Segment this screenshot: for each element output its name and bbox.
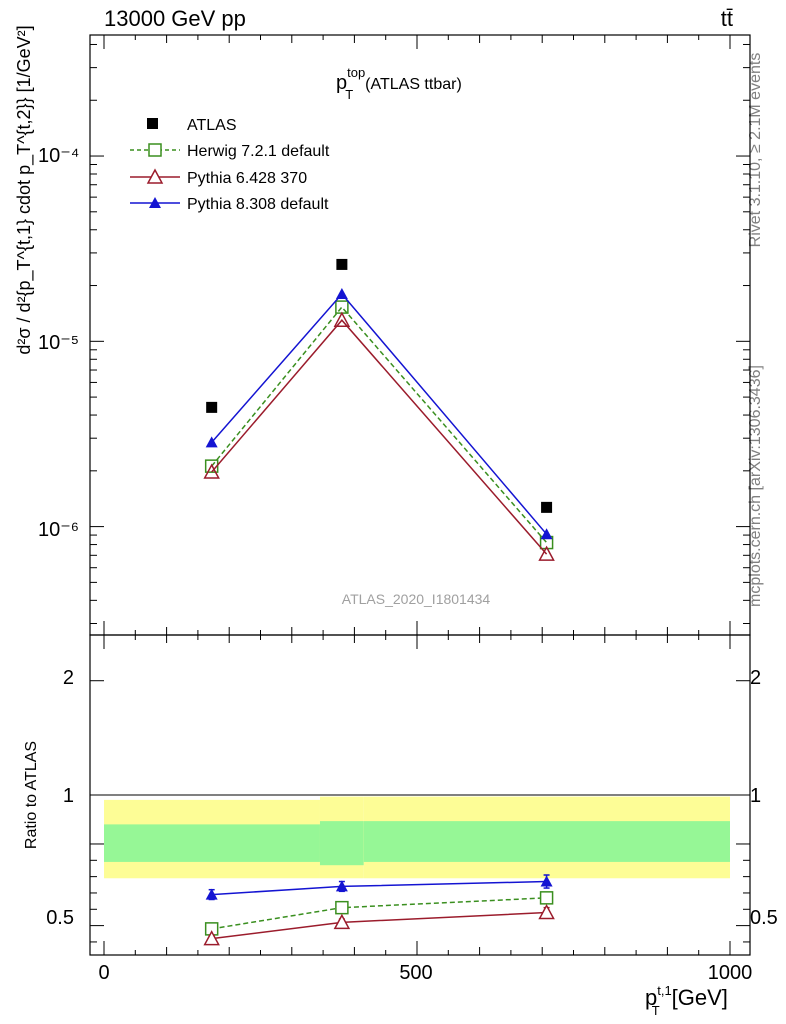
ratio-axis-ticks [90,635,750,955]
ratio-frame [89,634,751,956]
x-tick-label-1000: 1000 [708,962,753,984]
main-series-line-1 [211,305,548,544]
header-left: 13000 GeV pp [104,6,246,31]
ratio-y-tick-label-1-right: 1 [750,785,761,807]
ratio-series-line-1 [211,911,547,940]
ratio-series-line-2 [211,880,547,896]
mcplots-label: mcplots.cern.ch [arXiv:1306.3436] [747,365,764,607]
legend-marker-pythia8 [149,197,161,208]
legend-label-pythia8: Pythia 8.308 default [187,196,329,213]
ratio-point-pythia6 [203,930,220,946]
data-point-atlas [336,258,348,270]
ratio-point-pythia8 [540,875,553,887]
ratio-point-herwig [539,891,554,905]
ratio-y-tick-label-05-right: 0.5 [750,907,778,929]
ratio-y-tick-label-2-right: 2 [750,667,761,689]
ratio-y-tick-label-2-left: 2 [63,667,74,689]
data-point-pythia8 [205,436,218,448]
main-series [203,258,555,561]
ratio-band-inner-0 [104,824,320,862]
ratio-point-pythia6 [538,903,555,920]
y-tick-label-1e-4: 10⁻⁴ [38,145,79,167]
ratio-bands [104,796,730,879]
y-tick-label-1e-6: 10⁻⁶ [38,519,79,541]
header-right: tt̄ [721,6,733,31]
x-tick-label-500: 500 [399,962,432,984]
legend-marker-herwig [148,143,162,157]
ratio-point-pythia8 [205,888,218,900]
data-point-atlas [541,501,553,513]
main-axis-ticks [90,35,750,635]
ratio-y-tick-label-1-left: 1 [63,785,74,807]
ratio-band-inner-2 [363,821,730,862]
ratio-y-axis-label: Ratio to ATLAS [23,741,40,849]
ratio-point-pythia8 [335,880,348,892]
ratio-panel: 2 1 0.5 2 1 0.5 Ratio to ATLAS 0 500 100… [23,634,778,1018]
legend-marker-atlas [147,118,158,129]
main-title: ptop T(ATLAS ttbar) [336,65,462,102]
main-panel: ptop T(ATLAS ttbar) 10⁻⁴ 10⁻⁵ 10⁻⁶ d²σ / … [14,25,751,636]
main-y-axis-label: d²σ / d²{p_T^{t,1} cdot p_T^{t,2}} [1/Ge… [14,25,35,354]
data-point-pythia6 [333,311,351,327]
x-tick-label-0: 0 [98,962,109,984]
data-point-pythia6 [538,545,555,561]
legend-marker-pythia6 [146,168,164,184]
ratio-point-pythia6 [333,913,351,930]
legend-label-herwig: Herwig 7.2.1 default [187,143,330,160]
legend-label-pythia6: Pythia 6.428 370 [187,170,307,187]
x-axis-label: pt,1 T[GeV] [645,983,728,1018]
ratio-point-herwig [335,900,349,915]
rivet-label: Rivet 3.1.10, ≥ 2.1M events [747,53,764,248]
analysis-watermark: ATLAS_2020_I1801434 [342,591,491,607]
main-series-line-2 [211,319,548,555]
data-point-atlas [206,401,218,413]
data-point-pythia8 [335,288,348,300]
legend-label-atlas: ATLAS [187,117,237,134]
data-point-pythia6 [203,463,220,479]
y-tick-label-1e-5: 10⁻⁵ [38,332,79,354]
ratio-series [203,874,555,946]
legend: ATLAS Herwig 7.2.1 default Pythia 6.428 … [130,117,330,213]
ratio-series-line-0 [211,897,547,930]
ratio-band-inner-1 [319,821,364,866]
ratio-y-tick-label-05-left: 0.5 [46,907,74,929]
data-point-pythia8 [540,528,553,540]
